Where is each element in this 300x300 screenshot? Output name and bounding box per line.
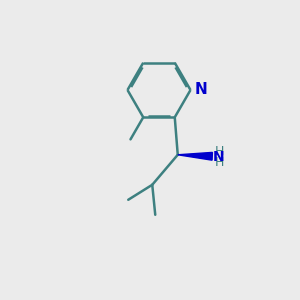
Polygon shape: [178, 152, 212, 160]
Text: H: H: [215, 145, 224, 158]
Text: N: N: [213, 150, 225, 164]
Text: H: H: [215, 156, 224, 169]
Text: N: N: [195, 82, 208, 98]
